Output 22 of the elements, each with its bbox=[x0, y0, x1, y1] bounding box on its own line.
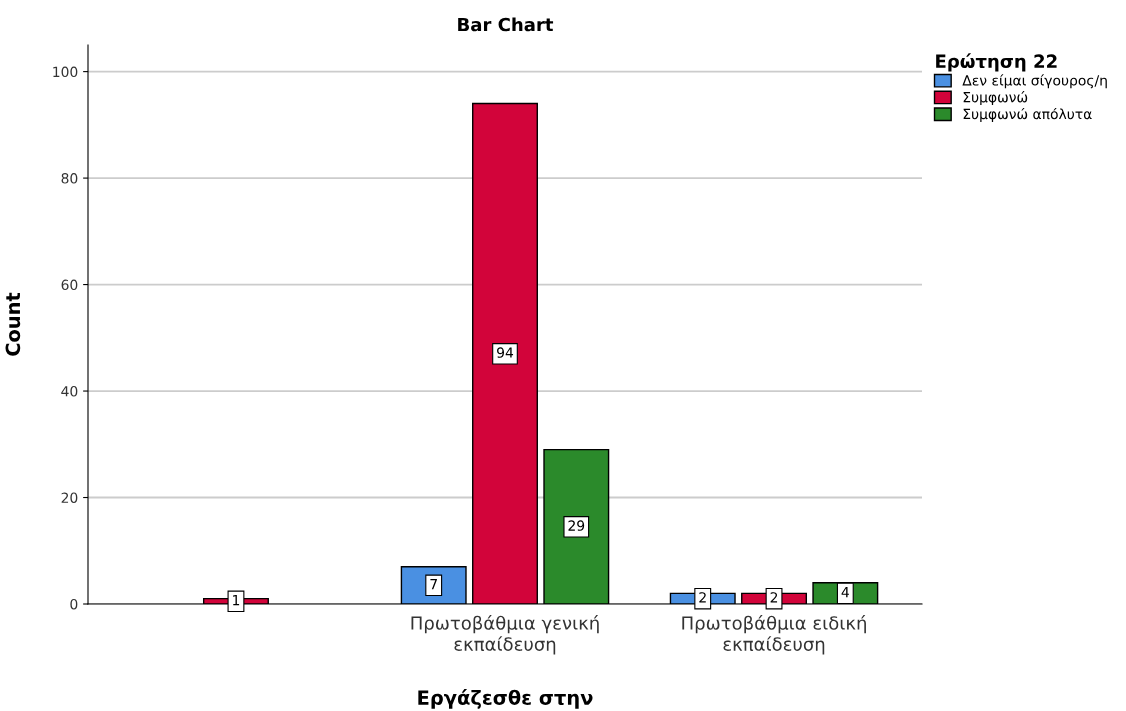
data-label: 2 bbox=[699, 592, 706, 603]
legend-label: Δεν είμαι σίγουρος/η bbox=[962, 74, 1107, 89]
y-tick-label: 40 bbox=[61, 386, 78, 397]
data-label: 2 bbox=[770, 592, 778, 603]
y-tick-label: 20 bbox=[61, 492, 78, 503]
y-axis-title: Count bbox=[5, 292, 21, 356]
x-tick-label: Πρωτοβάθμια γενική εκπαίδευση bbox=[411, 615, 599, 655]
y-tick-label: 60 bbox=[61, 279, 78, 291]
legend-label: Συμφωνώ bbox=[963, 91, 1028, 106]
legend-label: Συμφωνώ απόλυτα bbox=[963, 107, 1092, 122]
data-label: 1 bbox=[233, 595, 240, 606]
x-tick-label: Πρωτοβάθμια ειδική εκπαίδευση bbox=[682, 615, 866, 655]
y-tick-label: 100 bbox=[53, 66, 78, 78]
chart-title: Bar Chart bbox=[458, 17, 554, 32]
x-axis-title: Εργάζεσθε στην bbox=[418, 689, 593, 709]
data-label: 4 bbox=[841, 587, 849, 598]
data-label: 29 bbox=[568, 520, 585, 531]
data-label: 7 bbox=[430, 579, 437, 590]
data-label: 94 bbox=[497, 347, 514, 358]
y-tick-label: 80 bbox=[61, 173, 78, 184]
y-tick-label: 0 bbox=[70, 598, 78, 610]
legend-title: Ερώτηση 22 bbox=[936, 53, 1057, 72]
